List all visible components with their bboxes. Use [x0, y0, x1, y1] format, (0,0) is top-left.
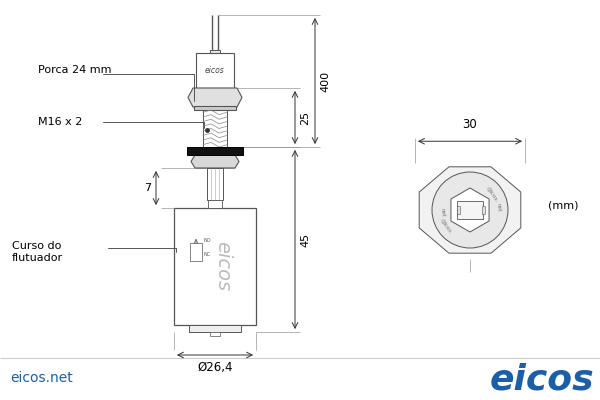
Bar [203, 110, 227, 147]
Polygon shape [188, 88, 242, 107]
Text: eicos: eicos [490, 363, 595, 397]
Bar [482, 206, 485, 214]
Text: @icos.: @icos. [440, 217, 454, 235]
Text: net: net [439, 208, 445, 217]
Text: 25: 25 [300, 110, 310, 124]
Text: Curso do
flutuador: Curso do flutuador [12, 241, 63, 263]
Text: NO: NO [203, 238, 211, 243]
Circle shape [432, 172, 508, 248]
Text: eicos.net: eicos.net [10, 371, 73, 385]
Text: Ø26,4: Ø26,4 [197, 360, 233, 374]
Bar [457, 206, 460, 214]
Bar [189, 325, 241, 332]
Text: Porca 24 mm: Porca 24 mm [38, 65, 112, 75]
Bar [190, 243, 202, 261]
Bar [187, 147, 243, 155]
Bar [196, 53, 234, 88]
Text: 45: 45 [300, 232, 310, 246]
Text: net: net [495, 203, 501, 212]
Text: @icos.: @icos. [486, 185, 500, 203]
Polygon shape [194, 106, 236, 110]
Bar [174, 208, 256, 325]
Text: eicos: eicos [214, 242, 233, 292]
Text: 7: 7 [144, 183, 151, 193]
Text: M16 x 2: M16 x 2 [38, 117, 82, 127]
Text: NC: NC [203, 252, 210, 257]
Bar [210, 50, 220, 56]
Text: 400: 400 [320, 70, 330, 92]
Bar [211, 200, 219, 208]
Bar [207, 168, 223, 200]
Bar [210, 332, 220, 336]
Polygon shape [191, 155, 239, 168]
Text: 30: 30 [463, 118, 478, 131]
Bar [208, 200, 222, 208]
Bar [457, 201, 483, 219]
Text: (mm): (mm) [548, 200, 578, 210]
Text: eicos: eicos [205, 66, 225, 75]
Polygon shape [451, 188, 489, 232]
Polygon shape [419, 167, 521, 253]
